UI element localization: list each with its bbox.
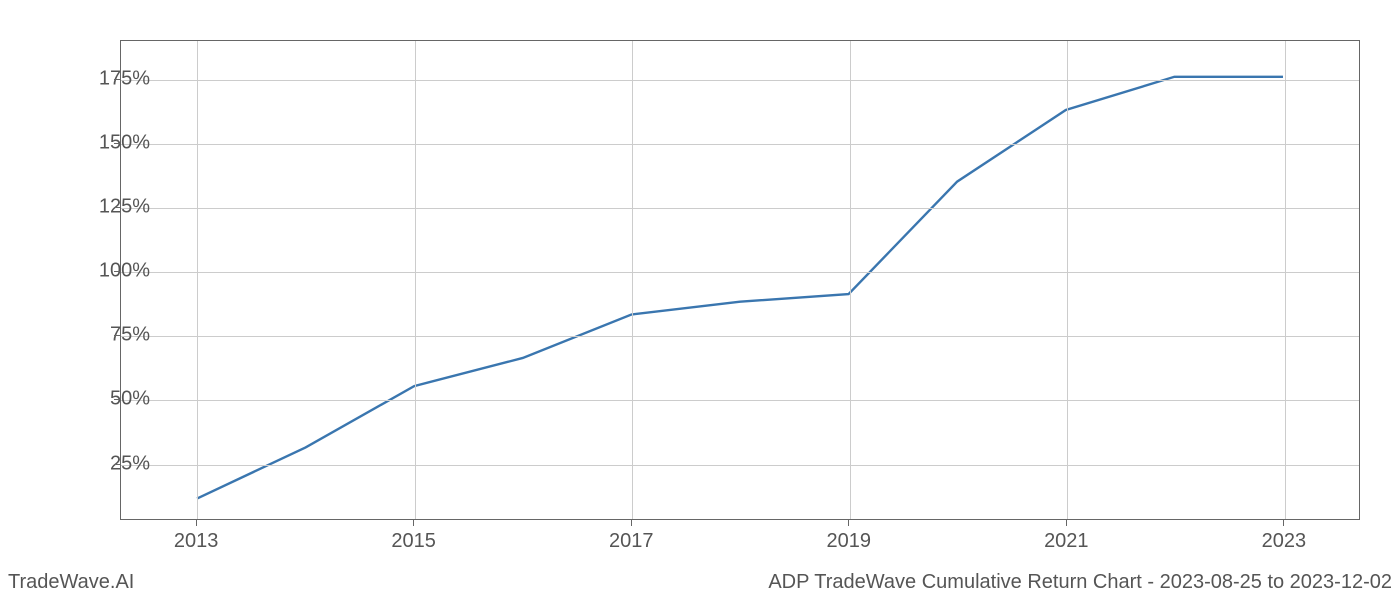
gridline-horizontal xyxy=(121,144,1359,145)
x-tick-label: 2021 xyxy=(1044,530,1089,553)
y-tick-mark xyxy=(114,335,120,336)
x-tick-label: 2017 xyxy=(609,530,654,553)
gridline-vertical xyxy=(1067,41,1068,519)
gridline-horizontal xyxy=(121,272,1359,273)
x-tick-mark xyxy=(1066,520,1067,526)
plot-area xyxy=(120,40,1360,520)
gridline-vertical xyxy=(632,41,633,519)
y-tick-mark xyxy=(114,271,120,272)
gridline-vertical xyxy=(850,41,851,519)
x-tick-mark xyxy=(848,520,849,526)
x-tick-label: 2015 xyxy=(391,530,436,553)
y-tick-mark xyxy=(114,399,120,400)
gridline-horizontal xyxy=(121,208,1359,209)
y-tick-mark xyxy=(114,143,120,144)
x-tick-mark xyxy=(413,520,414,526)
x-tick-mark xyxy=(631,520,632,526)
x-tick-label: 2013 xyxy=(174,530,219,553)
y-tick-mark xyxy=(114,79,120,80)
chart-container xyxy=(120,40,1360,520)
gridline-vertical xyxy=(415,41,416,519)
gridline-horizontal xyxy=(121,80,1359,81)
footer-caption: ADP TradeWave Cumulative Return Chart - … xyxy=(768,571,1392,594)
y-tick-mark xyxy=(114,464,120,465)
gridline-horizontal xyxy=(121,465,1359,466)
x-tick-mark xyxy=(1283,520,1284,526)
gridline-horizontal xyxy=(121,336,1359,337)
gridline-horizontal xyxy=(121,400,1359,401)
gridline-vertical xyxy=(1285,41,1286,519)
x-tick-label: 2023 xyxy=(1262,530,1307,553)
y-tick-mark xyxy=(114,207,120,208)
gridline-vertical xyxy=(197,41,198,519)
x-tick-mark xyxy=(196,520,197,526)
line-series xyxy=(121,41,1359,519)
footer-branding: TradeWave.AI xyxy=(8,571,134,594)
x-tick-label: 2019 xyxy=(827,530,872,553)
